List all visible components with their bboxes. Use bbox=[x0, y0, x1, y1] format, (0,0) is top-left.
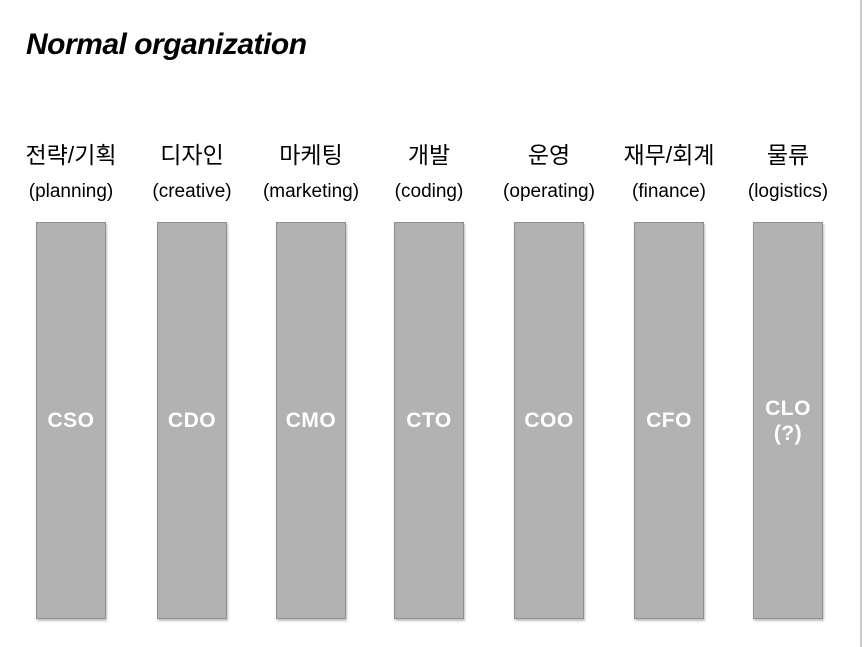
role-label: CTO bbox=[406, 409, 452, 432]
role-label: CFO bbox=[646, 409, 692, 432]
role-label: CDO bbox=[167, 409, 217, 432]
org-column-marketing: 마케팅 (marketing) CMO bbox=[241, 140, 381, 647]
column-label-korean: 디자인 bbox=[160, 142, 224, 168]
org-bar-coo: COO bbox=[514, 222, 584, 619]
column-label-korean: 마케팅 bbox=[279, 142, 343, 168]
org-bar-cdo: CDO bbox=[157, 222, 227, 619]
column-label-english: (coding) bbox=[394, 181, 464, 202]
column-label-english: (planning) bbox=[28, 181, 114, 202]
role-label: CLO bbox=[765, 396, 811, 420]
org-column-planning: 전략/기획 (planning) CSO bbox=[1, 140, 141, 647]
column-label-english: (creative) bbox=[152, 181, 232, 202]
org-column-coding: 개발 (coding) CTO bbox=[359, 140, 499, 647]
org-column-operating: 운영 (operating) COO bbox=[479, 140, 619, 647]
role-label: CSO bbox=[47, 409, 95, 432]
org-bar-clo: CLO (?) bbox=[753, 222, 823, 619]
page-title: Normal organization bbox=[26, 28, 307, 61]
column-label-english: (marketing) bbox=[262, 181, 360, 202]
column-label-korean: 물류 bbox=[766, 142, 810, 168]
role-label: COO bbox=[524, 409, 574, 432]
org-bar-cmo: CMO bbox=[276, 222, 346, 619]
column-label-english: (finance) bbox=[632, 181, 706, 202]
slide-right-edge-divider bbox=[860, 0, 862, 647]
org-bar-cto: CTO bbox=[394, 222, 464, 619]
role-note: (?) bbox=[773, 421, 803, 445]
org-bar-cso: CSO bbox=[36, 222, 106, 619]
column-label-korean: 개발 bbox=[407, 142, 451, 168]
org-column-finance: 재무/회계 (finance) CFO bbox=[599, 140, 739, 647]
column-label-korean: 재무/회계 bbox=[623, 142, 715, 168]
column-label-korean: 전략/기획 bbox=[25, 142, 117, 168]
org-column-creative: 디자인 (creative) CDO bbox=[122, 140, 262, 647]
org-column-logistics: 물류 (logistics) CLO (?) bbox=[718, 140, 858, 647]
column-label-english: (logistics) bbox=[747, 181, 829, 202]
role-label: CMO bbox=[285, 409, 337, 432]
org-bar-cfo: CFO bbox=[634, 222, 704, 619]
column-label-english: (operating) bbox=[503, 181, 595, 202]
column-label-korean: 운영 bbox=[527, 142, 571, 168]
